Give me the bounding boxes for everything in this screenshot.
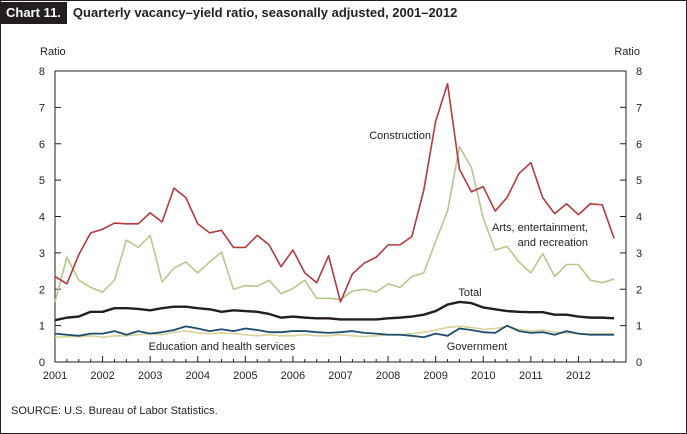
series-label-construction: Construction [369, 130, 431, 142]
y-tick-label-right: 5 [636, 175, 642, 187]
y-tick-label-right: 6 [636, 139, 642, 151]
y-tick-label-left: 7 [39, 102, 45, 114]
y-tick-label-left: 1 [39, 321, 45, 333]
chart-labels: Construction Arts, entertainment, and recr… [149, 130, 588, 353]
y-tick-label-left: 8 [39, 66, 45, 78]
y-tick-label-right: 4 [636, 212, 642, 224]
x-tick-label: 2002 [90, 370, 114, 382]
y-tick-label-left: 5 [39, 175, 45, 187]
x-tick-label: 2007 [328, 370, 352, 382]
y-tick-label-left: 3 [39, 248, 45, 260]
x-tick-label: 2001 [43, 370, 67, 382]
x-tick-label: 2005 [233, 370, 257, 382]
y-axis-title-left: Ratio [40, 46, 66, 58]
x-tick-label: 2004 [186, 370, 210, 382]
x-tick-label: 2011 [519, 370, 543, 382]
series-label-arts-line2: and recreation [518, 237, 588, 249]
y-tick-label-right: 1 [636, 321, 642, 333]
chart-series [54, 82, 615, 339]
y-tick-label-right: 2 [636, 284, 642, 296]
y-tick-label-left: 4 [39, 212, 45, 224]
chart-header: Chart 11. Quarterly vacancy–yield ratio,… [0, 0, 457, 25]
x-tick-label: 2010 [471, 370, 495, 382]
series-line-arts-entertainment-and-recreation [54, 145, 615, 303]
series-line-construction [54, 82, 615, 303]
series-label-total: Total [458, 287, 481, 299]
chart-axes: 0 0 1 1 2 2 3 3 4 4 5 5 6 6 7 7 8 8 Ratio Ratio 2001 2002 2003… [39, 46, 642, 382]
y-tick-label-left: 2 [39, 284, 45, 296]
source-note: SOURCE: U.S. Bureau of Labor Statistics. [11, 405, 218, 417]
y-tick-label-right: 7 [636, 102, 642, 114]
series-line-education-and-health-services [54, 324, 615, 339]
series-label-arts-line1: Arts, entertainment, [492, 222, 588, 234]
chart-title: Quarterly vacancy–yield ratio, seasonall… [72, 5, 458, 20]
x-tick-label: 2008 [376, 370, 400, 382]
x-tick-label: 2009 [423, 370, 447, 382]
y-tick-label-right: 3 [636, 248, 642, 260]
y-tick-label-right: 8 [636, 66, 642, 78]
x-tick-label: 2003 [138, 370, 162, 382]
y-tick-label-left: 6 [39, 139, 45, 151]
chart-number: Chart 11. [0, 1, 67, 24]
series-label-government: Government [447, 341, 508, 353]
x-tick-label: 2012 [566, 370, 590, 382]
y-tick-label-left: 0 [39, 357, 45, 369]
series-line-total [54, 300, 615, 322]
series-label-education: Education and health services [149, 341, 296, 353]
x-tick-label: 2006 [281, 370, 305, 382]
y-tick-label-right: 0 [636, 357, 642, 369]
y-axis-title-right: Ratio [614, 46, 640, 58]
